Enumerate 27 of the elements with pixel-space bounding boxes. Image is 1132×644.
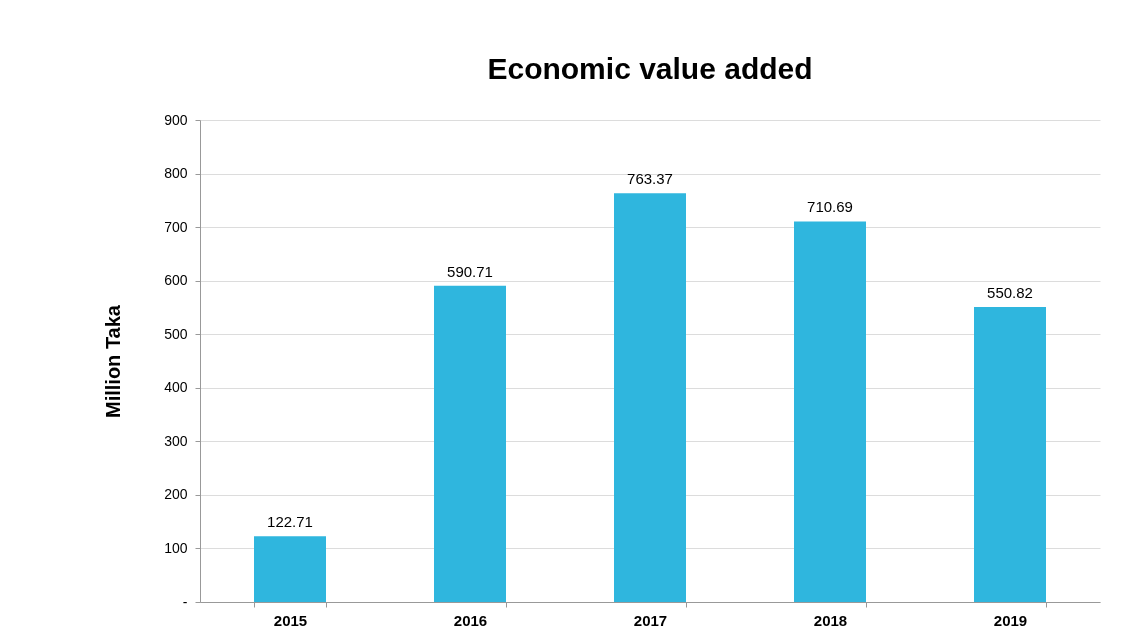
- y-tick-label: 300: [164, 432, 188, 449]
- data-label: 763.37: [627, 170, 673, 188]
- y-tick-label: -: [182, 593, 188, 610]
- y-tick-label: 900: [164, 111, 188, 128]
- y-tick-label: 200: [164, 486, 188, 503]
- data-label: 122.71: [267, 513, 313, 531]
- x-tick-label: 2017: [633, 611, 668, 629]
- bar: [974, 307, 1046, 602]
- y-tick-label: 100: [164, 539, 188, 556]
- x-tick-label: 2019: [993, 611, 1028, 629]
- bar: [434, 285, 506, 602]
- bar: [614, 193, 686, 602]
- y-tick-label: 500: [164, 325, 188, 342]
- x-tick-label: 2018: [813, 611, 848, 629]
- y-tick-label: 600: [164, 272, 188, 289]
- y-tick-label: 800: [164, 165, 188, 182]
- bar: [254, 536, 326, 602]
- chart-title: Economic value added: [487, 52, 813, 85]
- x-tick-label: 2015: [273, 611, 308, 629]
- y-tick-label: 700: [164, 218, 188, 235]
- y-axis-title: Million Taka: [102, 304, 125, 418]
- x-tick-label: 2016: [453, 611, 488, 629]
- data-label: 550.82: [987, 284, 1033, 302]
- data-label: 590.71: [447, 262, 493, 280]
- y-tick-label: 400: [164, 379, 188, 396]
- bar: [794, 221, 866, 602]
- data-label: 710.69: [807, 198, 853, 216]
